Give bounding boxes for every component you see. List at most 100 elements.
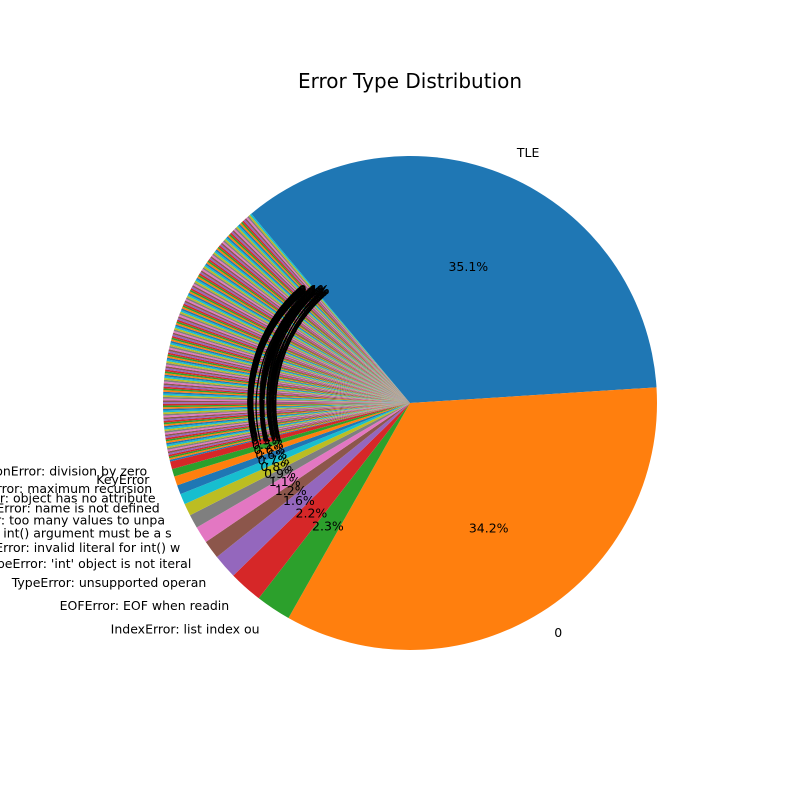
pie-slice-other-89 [172, 332, 410, 403]
tiny-slice-mark-39: 0.1% [247, 405, 278, 419]
tiny-slice-mark-119: 0.1% [264, 326, 295, 340]
tiny-slice-mark-105: 0.1% [258, 339, 289, 353]
pie-slice-other-167 [242, 220, 410, 403]
tiny-slice-mark-147: 0.1% [280, 302, 311, 316]
tiny-slice-mark-141: 0.1% [276, 307, 307, 321]
pie-slice-other-128 [199, 271, 410, 403]
pie-slice-other-103 [180, 309, 410, 403]
pie-slice-other-135 [206, 261, 410, 403]
tiny-slice-mark-25: 0.1% [248, 420, 279, 434]
tiny-slice-mark-29: 0.1% [248, 416, 279, 430]
pie-slice-7 [190, 403, 410, 528]
slice-percent-7: 0.9% [264, 466, 296, 481]
tiny-slice-mark-86: 0.1% [252, 357, 283, 371]
pie-slice-other-111 [185, 297, 410, 403]
tiny-slice-mark-151: 0.1% [283, 299, 314, 313]
tiny-slice-mark-167: 0.1% [294, 287, 325, 301]
tiny-slice-mark-138: 0.1% [275, 309, 306, 323]
pie-slice-other-49 [163, 400, 410, 403]
pie-slice-other-133 [204, 264, 410, 403]
pie-slice-other-140 [211, 254, 410, 403]
tiny-slice-mark-58: 0.1% [247, 386, 278, 400]
pie-slice-other-15 [169, 403, 410, 460]
tiny-slice-mark-44: 0.1% [247, 400, 278, 414]
tiny-slice-mark-24: 0.1% [249, 421, 280, 435]
pie-slice-other-163 [237, 225, 410, 403]
pie-slice-other-131 [202, 267, 410, 403]
pie-slice-other-66 [164, 371, 410, 403]
tiny-slice-mark-104: 0.1% [258, 340, 289, 354]
pie-slice-other-106 [182, 305, 410, 403]
tiny-slice-mark-122: 0.1% [266, 323, 297, 337]
tiny-slice-mark-93: 0.1% [254, 350, 285, 364]
tiny-slice-mark-125: 0.1% [267, 320, 298, 334]
tiny-slice-mark-63: 0.1% [247, 381, 278, 395]
pie-slice-other-63 [164, 376, 410, 403]
pie-slice-other-57 [163, 386, 410, 403]
slice-label-8: ValueError: too many values to unpa [0, 512, 165, 527]
pie-slice-other-149 [220, 242, 410, 403]
tiny-slice-mark-49: 0.1% [247, 395, 278, 409]
overlapping-labels: 0.1%0.1%0.1%0.1%0.1%0.1%0.1%0.1%0.1%0.1%… [247, 283, 330, 445]
pie-slice-other-145 [216, 248, 410, 403]
pie-slice-12 [172, 403, 410, 477]
pie-slice-other-52 [163, 395, 410, 403]
pie-slice-other-102 [179, 311, 410, 403]
pie-slice-other-73 [166, 359, 410, 403]
tiny-slice-mark-152: 0.1% [284, 298, 315, 312]
pie-slice-other-96 [176, 321, 410, 403]
slice-percent-6: 1.1% [269, 474, 301, 489]
tiny-slice-mark-158: 0.1% [288, 293, 319, 307]
tiny-slice-mark-126: 0.1% [268, 320, 299, 334]
tiny-slice-mark-52: 0.1% [247, 392, 278, 406]
slice-label-7: TypeError: int() argument must be a s [0, 525, 172, 540]
pie-slice-other-67 [165, 369, 410, 403]
pie-slice-other-21 [167, 403, 410, 450]
tiny-slice-mark-95: 0.1% [254, 348, 285, 362]
pie-slice-other-28 [165, 403, 410, 438]
tiny-slice-mark-112: 0.1% [261, 332, 292, 346]
pie-slice-other-117 [190, 288, 410, 403]
tiny-slice-mark-46: 0.1% [247, 398, 278, 412]
pie-slice-other-107 [183, 303, 410, 403]
tiny-slice-mark-53: 0.1% [247, 391, 278, 405]
pie-slice-other-168 [243, 219, 410, 403]
tiny-slice-mark-136: 0.1% [273, 311, 304, 325]
pie-slice-other-147 [218, 245, 410, 403]
tiny-slice-mark-18: 0.1% [250, 427, 281, 441]
pie-slice-other-141 [212, 253, 410, 403]
pie-slice-other-126 [198, 274, 410, 403]
pie-slice-other-143 [214, 250, 410, 403]
pie-slice-other-124 [196, 277, 410, 403]
pie-slice-other-110 [185, 298, 410, 403]
tiny-slice-mark-56: 0.1% [247, 388, 278, 402]
pie-slice-other-87 [171, 335, 410, 403]
pie-slice-other-84 [170, 340, 410, 403]
pie-slice-other-61 [163, 379, 410, 403]
pie-slice-other-90 [173, 331, 410, 403]
tiny-slice-mark-34: 0.1% [247, 410, 278, 424]
pie-slice-other-122 [194, 280, 410, 403]
pie-slice-other-130 [201, 268, 410, 403]
tiny-slice-mark-30: 0.1% [248, 414, 279, 428]
tiny-slice-mark-160: 0.1% [289, 292, 320, 306]
tiny-slice-mark-51: 0.1% [247, 393, 278, 407]
tiny-slice-mark-117: 0.1% [263, 328, 294, 342]
pie-slice-other-92 [174, 327, 410, 403]
slice-percent-1: 34.2% [469, 521, 509, 536]
pie-slice-other-59 [163, 383, 410, 403]
tiny-slice-mark-20: 0.1% [249, 425, 280, 439]
tiny-slice-mark-91: 0.1% [253, 352, 284, 366]
tiny-slice-mark-123: 0.1% [266, 322, 297, 336]
tiny-slice-mark-73: 0.1% [249, 370, 280, 384]
pie-slice-other-35 [163, 403, 410, 427]
tiny-slice-mark-80: 0.1% [250, 363, 281, 377]
tiny-slice-mark-32: 0.1% [247, 412, 278, 426]
pie-slice-other-81 [169, 345, 410, 403]
tiny-slice-mark-137: 0.1% [274, 310, 305, 324]
pie-slice-other-77 [167, 352, 410, 403]
slice-percent-11: 0.6% [254, 442, 286, 457]
tiny-slice-mark-146: 0.1% [280, 303, 311, 317]
chart-title: Error Type Distribution [298, 69, 522, 93]
pie-slice-other-101 [179, 313, 410, 403]
